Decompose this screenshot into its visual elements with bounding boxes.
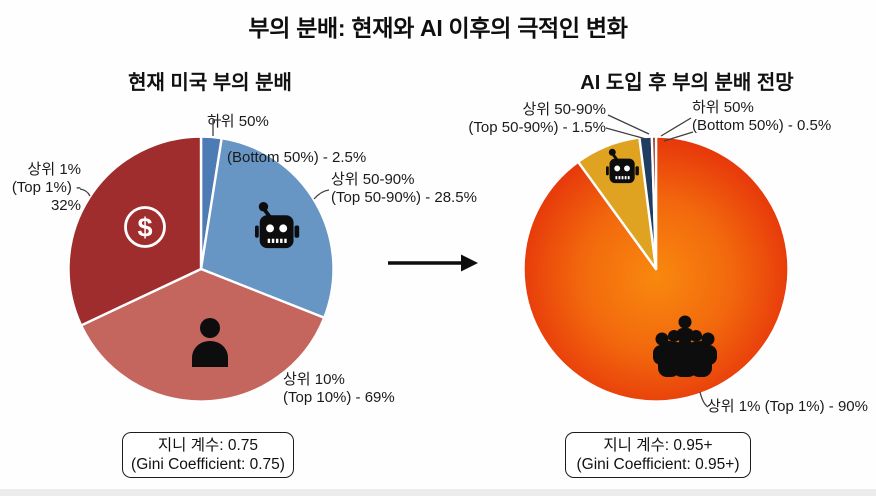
- dollar-coin-icon: $: [124, 206, 166, 248]
- label-left-bottom50-line2: (Bottom 50%) - 2.5%: [227, 149, 367, 166]
- pie-slice-top10: [79, 267, 326, 403]
- gini-box-right: 지니 계수: 0.95+ (Gini Coefficient: 0.95+): [565, 432, 751, 478]
- person-icon: [192, 318, 228, 367]
- robot-icon-right: [606, 148, 639, 184]
- robot-icon-left: [255, 202, 300, 249]
- label-left-top1: 상위 1% (Top 1%) - 32%: [11, 161, 81, 214]
- svg-text:$: $: [137, 213, 152, 243]
- pie-slice-bottom50: [650, 135, 658, 271]
- leader-line-right-bottom50-a: [660, 117, 692, 137]
- label-left-top10: 상위 10% (Top 10%) - 69%: [283, 371, 395, 406]
- label-left-bottom50-line1: 하위 50%: [207, 113, 269, 130]
- page-title: 부의 분배: 현재와 AI 이후의 극적인 변화: [248, 15, 628, 41]
- left-chart-title: 현재 미국 부의 분배: [128, 72, 292, 94]
- crowd-icon: [653, 315, 717, 377]
- gini-box-left: 지니 계수: 0.75 (Gini Coefficient: 0.75): [122, 432, 294, 478]
- label-left-top50-90: 상위 50-90% (Top 50-90%) - 28.5%: [331, 171, 477, 206]
- transition-arrow-icon: [388, 254, 478, 272]
- pie-slice-top1: [67, 135, 203, 327]
- label-right-bottom50: 하위 50% (Bottom 50%) - 0.5%: [692, 99, 832, 134]
- bottom-edge-strip: [0, 489, 876, 496]
- leader-line-right-top50-90-a: [607, 114, 650, 135]
- right-chart-title: AI 도입 후 부의 분배 전망: [580, 72, 794, 94]
- label-right-top50-90: 상위 50-90% (Top 50-90%) - 1.5%: [468, 101, 606, 136]
- label-right-top1: 상위 1% (Top 1%) - 90%: [707, 398, 868, 415]
